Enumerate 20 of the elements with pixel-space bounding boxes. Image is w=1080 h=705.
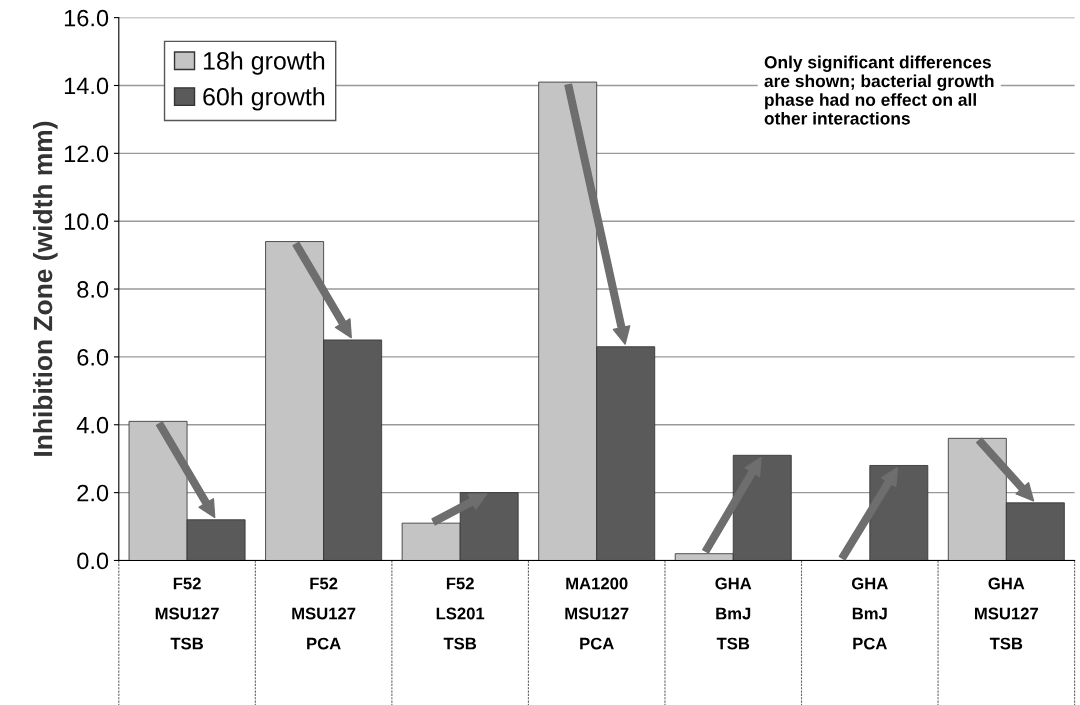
x-tick-label: MA1200 MSU127 PCA <box>565 577 629 650</box>
annotation: Only significant differences are shown; bacterial growth phase had no effect on all other interactions <box>764 55 994 125</box>
x-tick-label: GHA BmJ PCA <box>851 577 888 650</box>
x-tick-label: GHA BmJ TSB <box>715 577 752 650</box>
y-tick-label: 4.0 <box>76 416 109 434</box>
x-tick-label: GHA MSU127 TSB <box>975 577 1039 650</box>
y-tick-label: 0.0 <box>77 552 109 570</box>
y-tick-label: 12.0 <box>64 145 109 163</box>
x-tick-label: F52 MSU127 TSB <box>155 577 219 650</box>
legend-label: 18h growth <box>203 51 325 75</box>
y-tick-label: 16.0 <box>64 9 109 27</box>
y-tick-label: 2.0 <box>77 484 109 502</box>
y-tick-label: 10.0 <box>64 213 109 230</box>
y-tick-label: 8.0 <box>77 281 109 298</box>
y-axis-title: Inhibition Zone (width mm) <box>32 121 58 456</box>
x-tick-label: F52 LS201 TSB <box>436 577 485 650</box>
y-tick-label: 14.0 <box>64 77 109 95</box>
y-tick-label: 6.0 <box>77 348 109 366</box>
legend-label: 60h growth <box>203 87 325 111</box>
x-tick-label: F52 MSU127 PCA <box>292 577 356 650</box>
